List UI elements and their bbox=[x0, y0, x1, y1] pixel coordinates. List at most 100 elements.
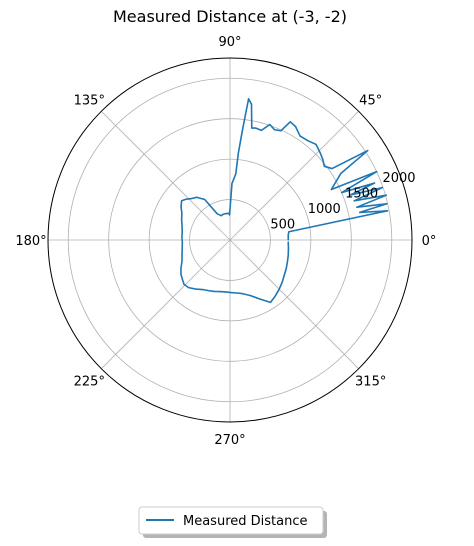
data-point bbox=[323, 165, 325, 167]
angle-tick-label: 315° bbox=[355, 375, 386, 390]
data-point bbox=[353, 200, 355, 202]
data-point bbox=[181, 254, 183, 256]
polar-frame bbox=[47, 57, 413, 423]
angle-tick-label: 225° bbox=[74, 375, 105, 390]
data-point bbox=[322, 158, 324, 160]
angle-tick-label: 45° bbox=[359, 93, 382, 108]
legend: Measured Distance bbox=[138, 506, 327, 538]
data-point bbox=[180, 267, 182, 269]
data-point bbox=[237, 152, 239, 154]
data-point bbox=[367, 149, 369, 152]
legend-label: Measured Distance bbox=[183, 514, 307, 529]
data-point bbox=[181, 278, 183, 280]
data-point bbox=[273, 129, 276, 131]
legend-box bbox=[138, 506, 324, 535]
data-point bbox=[288, 231, 290, 233]
data-point bbox=[319, 152, 321, 154]
data-point bbox=[224, 291, 227, 293]
data-point bbox=[386, 203, 388, 205]
data-point bbox=[349, 194, 352, 196]
data-point bbox=[249, 294, 251, 297]
angle-tick-label: 270° bbox=[214, 433, 245, 448]
data-point bbox=[315, 143, 317, 146]
data-point bbox=[287, 234, 289, 236]
data-point bbox=[219, 291, 221, 293]
data-point bbox=[331, 167, 333, 170]
data-point bbox=[204, 198, 206, 201]
angle-tick-label: 90° bbox=[218, 35, 241, 50]
series-layer bbox=[180, 98, 389, 304]
data-point bbox=[269, 301, 272, 304]
data-point bbox=[181, 200, 183, 202]
data-point bbox=[181, 224, 183, 226]
data-point bbox=[183, 283, 185, 285]
data-point bbox=[228, 214, 231, 216]
angular-gridline-225 bbox=[101, 239, 231, 369]
data-point bbox=[340, 172, 342, 174]
angle-tick-label: 180° bbox=[15, 234, 46, 249]
data-point bbox=[185, 198, 187, 200]
data-point bbox=[242, 128, 244, 130]
data-point bbox=[307, 139, 309, 142]
data-point bbox=[190, 197, 192, 200]
data-point bbox=[373, 182, 376, 184]
data-point bbox=[286, 261, 288, 263]
data-point bbox=[260, 129, 263, 131]
series-line-0 bbox=[180, 98, 389, 304]
data-point bbox=[181, 260, 183, 262]
angular-gridline-45 bbox=[229, 111, 359, 241]
radius-tick-label: 1500 bbox=[345, 187, 378, 202]
data-point bbox=[356, 206, 358, 208]
data-point bbox=[181, 218, 183, 221]
data-point bbox=[294, 125, 297, 128]
data-point bbox=[180, 273, 182, 275]
data-point bbox=[287, 239, 289, 241]
polar-axes: 0° 45° 90° 135° 180° 225° 270° 315° 500 1000 1500… bbox=[15, 35, 436, 448]
data-point bbox=[341, 191, 343, 194]
data-point bbox=[235, 173, 237, 175]
data-point bbox=[231, 182, 233, 185]
angle-tick-label: 0° bbox=[422, 234, 437, 249]
data-point bbox=[181, 247, 183, 250]
data-point bbox=[196, 196, 198, 198]
data-point bbox=[280, 130, 282, 132]
data-point bbox=[330, 188, 332, 191]
radius-tick-label: 500 bbox=[270, 218, 295, 233]
data-point bbox=[283, 274, 285, 276]
data-point bbox=[180, 206, 182, 208]
data-point bbox=[385, 194, 387, 196]
data-point bbox=[251, 127, 253, 129]
data-point bbox=[376, 171, 378, 173]
data-point bbox=[181, 241, 183, 244]
data-point bbox=[181, 236, 183, 239]
data-point bbox=[247, 98, 250, 100]
data-point bbox=[287, 255, 289, 257]
data-point bbox=[259, 298, 261, 300]
data-point bbox=[222, 213, 225, 215]
data-point bbox=[281, 281, 283, 283]
data-point bbox=[386, 210, 389, 212]
data-point bbox=[274, 295, 276, 297]
data-point bbox=[269, 123, 271, 126]
data-point bbox=[228, 212, 230, 214]
data-point bbox=[207, 290, 210, 292]
radius-tick-label: 2000 bbox=[382, 171, 415, 186]
data-point bbox=[181, 212, 183, 214]
data-point bbox=[241, 292, 243, 295]
data-point bbox=[201, 288, 204, 291]
data-point bbox=[287, 247, 290, 249]
data-point bbox=[225, 212, 227, 215]
data-point bbox=[285, 268, 287, 270]
data-point bbox=[333, 183, 335, 186]
data-point bbox=[381, 186, 383, 189]
data-point bbox=[299, 135, 301, 137]
data-point bbox=[289, 121, 291, 123]
data-point bbox=[255, 127, 257, 129]
data-point bbox=[220, 215, 222, 217]
data-point bbox=[213, 290, 215, 293]
data-point bbox=[250, 103, 253, 105]
data-point bbox=[216, 213, 218, 215]
angle-tick-label: 135° bbox=[74, 93, 105, 108]
data-point bbox=[181, 230, 183, 233]
